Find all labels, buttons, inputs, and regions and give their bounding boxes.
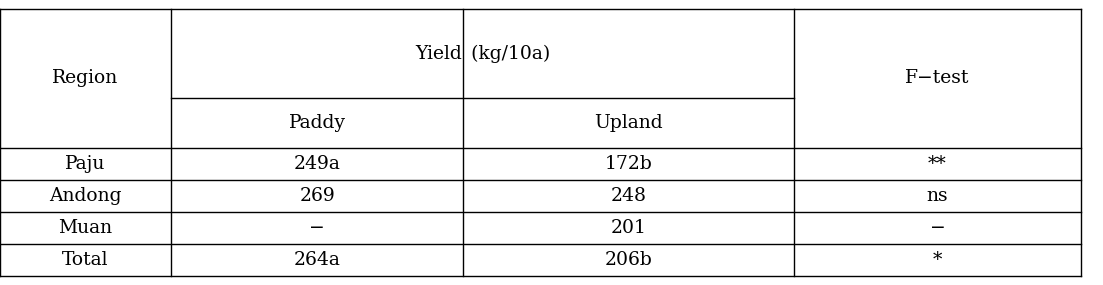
Text: 269: 269 xyxy=(299,187,335,205)
Text: 201: 201 xyxy=(611,219,646,237)
Text: Andong: Andong xyxy=(50,187,121,205)
Text: Muan: Muan xyxy=(58,219,113,237)
Text: 249a: 249a xyxy=(293,155,341,173)
Text: F−test: F−test xyxy=(906,69,970,87)
Text: Paju: Paju xyxy=(65,155,106,173)
Text: Total: Total xyxy=(62,251,109,269)
Text: Yield (kg/10a): Yield (kg/10a) xyxy=(415,44,550,62)
Text: Paddy: Paddy xyxy=(289,114,345,132)
Text: −: − xyxy=(309,219,325,237)
Text: *: * xyxy=(933,251,942,269)
Text: Region: Region xyxy=(52,69,119,87)
Text: −: − xyxy=(930,219,945,237)
Text: 248: 248 xyxy=(611,187,646,205)
Text: 172b: 172b xyxy=(604,155,653,173)
Text: **: ** xyxy=(929,155,946,173)
Text: Upland: Upland xyxy=(595,114,663,132)
Text: 206b: 206b xyxy=(604,251,653,269)
Text: ns: ns xyxy=(927,187,949,205)
Text: 264a: 264a xyxy=(293,251,341,269)
